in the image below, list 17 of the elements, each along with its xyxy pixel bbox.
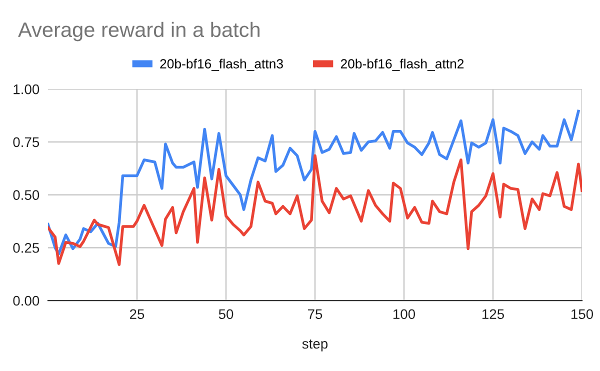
y-tick-label: 0.50 — [13, 190, 40, 200]
x-tick-label: 125 — [482, 309, 504, 320]
legend-label: 20b-bf16_flash_attn2 — [340, 58, 464, 71]
y-tick-label: 0.25 — [13, 242, 40, 253]
y-tick-label: 0.00 — [13, 296, 40, 306]
x-axis-title: step — [302, 340, 328, 352]
line-series — [48, 110, 580, 256]
line-series — [48, 154, 582, 266]
x-tick-label: 100 — [393, 309, 416, 320]
x-tick-label: 150 — [571, 309, 594, 320]
x-tick-label: 50 — [218, 309, 234, 320]
x-tick-label: 25 — [130, 309, 144, 320]
y-tick-label: 0.75 — [13, 137, 40, 148]
chart-title: Average reward in a batch — [18, 22, 260, 42]
x-tick-label: 75 — [308, 309, 322, 320]
y-tick-label: 1.00 — [14, 84, 40, 94]
legend-label: 20b-bf16_flash_attn3 — [160, 58, 283, 71]
